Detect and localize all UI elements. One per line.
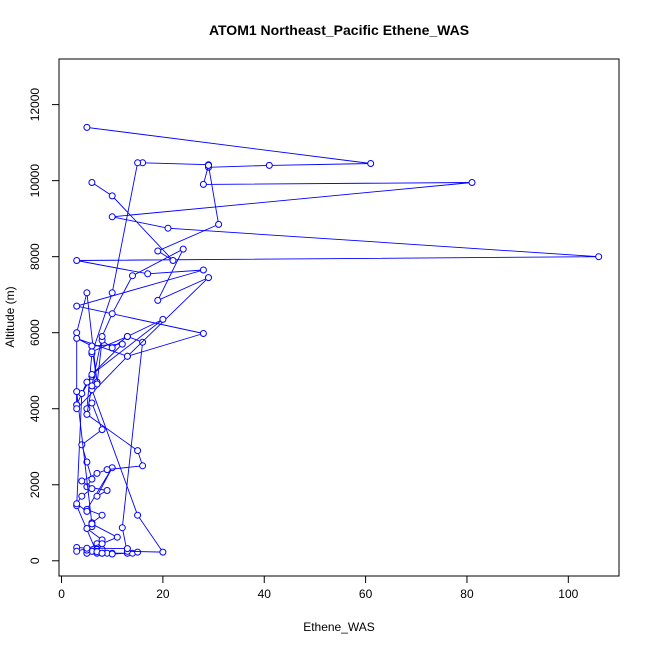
data-point (98, 426, 106, 434)
data-point (88, 348, 96, 356)
data-point (108, 289, 116, 297)
data-point (199, 180, 207, 188)
series-layer (73, 123, 603, 558)
y-tick-label: 6000 (28, 319, 42, 346)
data-point (98, 549, 106, 557)
data-point (199, 266, 207, 274)
data-point (88, 485, 96, 493)
data-point (154, 247, 162, 255)
data-point (134, 548, 142, 556)
y-axis-label: Altitude (m) (3, 286, 17, 347)
x-tick-label: 0 (58, 587, 65, 601)
data-point (88, 371, 96, 378)
y-tick-label: 12000 (28, 88, 42, 122)
data-point (73, 388, 81, 396)
series-line (76, 126, 371, 555)
data-point (108, 192, 116, 200)
x-axis: 0 20 40 60 80 100 (58, 575, 579, 601)
y-tick-label: 0 (28, 557, 42, 564)
data-point (108, 213, 116, 221)
data-point (73, 302, 81, 310)
data-point (123, 352, 131, 360)
data-point (78, 477, 86, 485)
data-point (88, 520, 96, 528)
y-tick-label: 2000 (28, 471, 42, 498)
data-point (215, 220, 223, 228)
data-point (595, 253, 603, 261)
y-tick-label: 4000 (28, 395, 42, 422)
data-point (73, 329, 81, 337)
data-point (159, 548, 167, 556)
data-point (83, 123, 91, 131)
data-point (83, 405, 91, 413)
data-point (93, 492, 101, 500)
data-point (83, 507, 91, 515)
data-point (83, 525, 91, 532)
data-point (98, 511, 106, 519)
data-point (73, 405, 81, 413)
data-point (123, 333, 131, 340)
data-point (88, 399, 96, 407)
data-point (83, 378, 91, 386)
data-point (205, 161, 212, 169)
data-point (144, 270, 152, 278)
data-point (88, 382, 96, 390)
data-point (93, 469, 101, 477)
x-tick-label: 40 (258, 587, 272, 601)
data-point (108, 550, 116, 558)
data-point (73, 257, 81, 264)
data-point (164, 224, 172, 232)
data-point (159, 315, 167, 323)
data-point (108, 310, 116, 318)
y-tick-label: 8000 (28, 243, 42, 270)
data-point (98, 540, 106, 548)
series-2 (73, 161, 603, 556)
data-point (113, 533, 121, 541)
x-tick-label: 100 (558, 587, 578, 601)
data-point (468, 179, 476, 186)
data-point (88, 179, 96, 186)
chart-title: ATOM1 Northeast_Pacific Ethene_WAS (209, 22, 469, 38)
series-1 (73, 123, 375, 558)
data-point (154, 296, 162, 304)
data-point (139, 462, 147, 470)
data-point (118, 524, 126, 532)
data-point (179, 245, 187, 253)
data-point (78, 492, 86, 500)
data-point (83, 289, 91, 297)
data-point (169, 257, 177, 264)
data-point (199, 330, 207, 337)
data-point (73, 334, 81, 342)
y-axis: 0 2000 4000 6000 8000 10000 12000 (28, 88, 60, 564)
data-point (103, 466, 111, 474)
data-point (367, 160, 375, 167)
x-tick-label: 60 (359, 587, 373, 601)
data-point (108, 344, 116, 352)
data-point (118, 340, 126, 348)
data-point (78, 441, 86, 449)
x-tick-label: 80 (460, 587, 474, 601)
data-point (129, 272, 136, 280)
data-point (123, 545, 131, 553)
series-line (76, 165, 599, 553)
data-point (134, 511, 142, 519)
x-tick-label: 20 (156, 587, 170, 601)
data-point (73, 547, 81, 555)
plot-frame (58, 58, 620, 577)
data-point (265, 161, 273, 169)
x-axis-label: Ethene_WAS (303, 620, 375, 634)
data-point (134, 447, 142, 455)
data-point (134, 159, 142, 167)
data-point (83, 410, 91, 418)
data-point (88, 342, 96, 350)
y-tick-label: 10000 (28, 164, 42, 198)
data-point (103, 487, 111, 494)
data-point (205, 274, 212, 282)
data-point (73, 500, 81, 508)
data-point (83, 544, 91, 552)
data-point (98, 333, 106, 340)
